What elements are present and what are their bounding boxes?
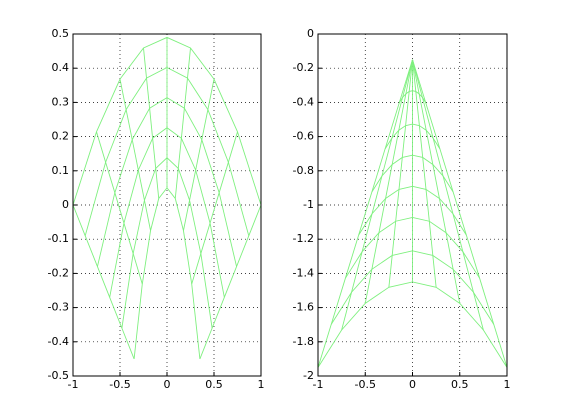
axes: -1 -0.5 0 0.5 1-0.5-0.4-0.3-0.2-0.100.10.20.… (48, 27, 265, 391)
y-tick-label: -0.4 (293, 95, 314, 108)
mesh-line (412, 59, 508, 368)
mesh-line (143, 47, 160, 199)
y-tick-label: 0.4 (52, 61, 70, 74)
mesh-line (199, 204, 262, 360)
y-tick-label: -0.3 (48, 301, 69, 314)
y-tick-label: 0.3 (52, 95, 70, 108)
axes-frame (317, 33, 508, 377)
y-tick-label: -1.4 (293, 266, 314, 279)
y-tick-label: -0.5 (48, 369, 69, 382)
y-tick-label: 0.2 (52, 130, 70, 143)
y-tick-label: -0.2 (293, 61, 314, 74)
y-tick-label: 0.1 (52, 164, 70, 177)
mesh-line (388, 59, 413, 288)
x-tick-label: 1 (258, 378, 265, 391)
mesh-line (174, 47, 191, 199)
y-tick-label: -1.2 (293, 232, 314, 245)
x-tick-label: 0 (409, 378, 416, 391)
x-tick-label: 0.5 (205, 378, 223, 391)
y-tick-label: -1.6 (293, 301, 314, 314)
y-tick-label: -0.4 (48, 335, 69, 348)
x-tick-label: 0 (164, 378, 171, 391)
y-tick-label: -1.8 (293, 335, 314, 348)
axes-frame (72, 33, 262, 377)
mesh-line (412, 59, 437, 288)
y-tick-label: 0.5 (52, 27, 70, 40)
y-tick-label: -0.1 (48, 232, 69, 245)
mesh-line (96, 131, 143, 285)
axes: -1 -0.5 0 0.5 1 -2 -1.8 -1.6 -1.4 -1.2 -1 -0.8 -0.6 -… (293, 27, 511, 391)
mesh-line (72, 204, 135, 360)
mesh-line (133, 187, 201, 359)
y-tick-label: -1 (303, 198, 314, 211)
y-tick-label: 0 (307, 27, 314, 40)
mesh-line (341, 59, 413, 331)
x-tick-label: -1 (68, 378, 79, 391)
y-tick-label: -2 (303, 369, 314, 382)
y-tick-label: -0.6 (293, 130, 314, 143)
mesh-line (191, 131, 238, 285)
x-tick-label: 0.5 (451, 378, 469, 391)
y-tick-label: -0.2 (48, 266, 69, 279)
mesh-line (364, 59, 413, 304)
mesh-line (317, 59, 413, 368)
x-tick-label: -0.5 (109, 378, 130, 391)
y-tick-label: 0 (62, 198, 69, 211)
mesh-line (119, 79, 151, 231)
mesh-line (183, 79, 215, 231)
x-tick-label: -1 (313, 378, 324, 391)
mesh-line (412, 59, 461, 304)
x-tick-label: 1 (504, 378, 511, 391)
y-tick-label: -0.8 (293, 164, 314, 177)
mesh-line (412, 59, 484, 331)
x-tick-label: -0.5 (355, 378, 376, 391)
